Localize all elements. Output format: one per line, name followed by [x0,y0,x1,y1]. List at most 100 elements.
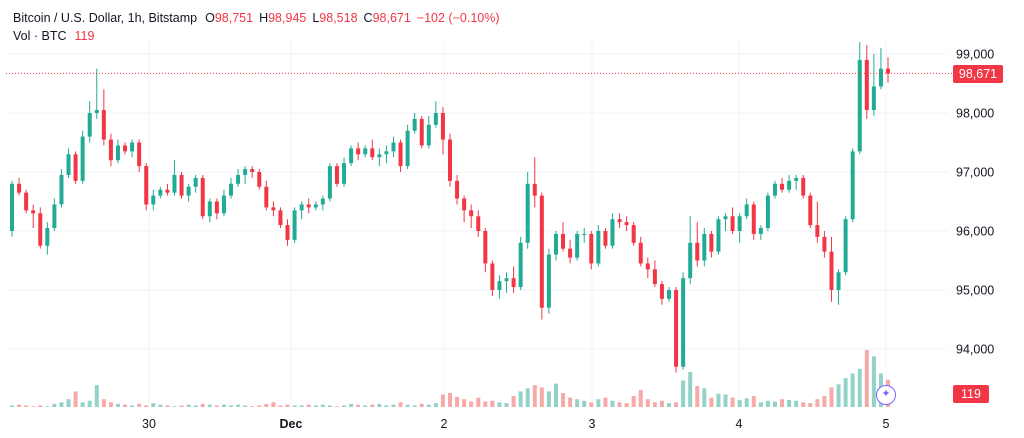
candle-body [617,219,622,223]
volume-bar [638,389,643,407]
candle-body [780,183,785,190]
candle-body [172,174,177,193]
volume-bar [575,399,580,407]
candle-body [66,154,71,175]
volume-bar [370,404,375,407]
volume-bar [652,402,657,407]
volume-bar [539,387,544,407]
candle-body [24,192,29,211]
candle-body [38,213,43,246]
candle-body [363,148,368,155]
volume-bar [24,405,29,407]
volume-bar [787,399,792,407]
candle-body [186,186,191,196]
y-tick-label: 98,000 [956,107,994,121]
candle-body [539,195,544,308]
candle-body [610,219,615,246]
candle-body [794,177,799,181]
candle-body [52,204,57,229]
sparkle-icon[interactable]: ✦ [876,385,896,405]
volume-bar [59,402,64,407]
volume-bar [334,406,339,407]
volume-legend: Vol · BTC 119 [13,28,94,44]
candle-body [455,180,460,199]
candle-body [815,225,820,237]
volume-bar [80,402,85,407]
candle-body [843,219,848,273]
candle-body [561,233,566,249]
volume-bar [490,400,495,407]
candle-body [101,110,106,140]
candle-body [398,142,403,167]
candle-body [850,151,855,220]
volume-bar [356,404,361,407]
symbol-title[interactable]: Bitcoin / U.S. Dollar, 1h, Bitstamp [13,11,198,25]
volume-bar [758,402,763,407]
volume-bar [871,356,876,407]
candle-body [497,281,502,290]
volume-bar [497,402,502,407]
volume-bar [221,404,226,407]
volume-bar [850,373,855,407]
volume-bar [794,400,799,407]
volume-bar [681,380,686,407]
candle-body [59,174,64,205]
candle-body [278,210,283,226]
volume-bar [257,405,262,407]
candle-body [631,225,636,243]
volume-bar [179,405,184,407]
volume-bar [306,404,311,407]
volume-bar [115,403,120,407]
volume-bar [780,399,785,407]
candles [10,42,890,373]
volume-label[interactable]: Vol · BTC [13,29,67,43]
candle-body [511,278,516,288]
volume-bars [10,350,890,407]
volume-bar [476,397,481,407]
volume-bar [822,396,827,407]
candle-body [582,233,587,235]
volume-bar [144,405,149,407]
volume-bar [363,405,368,407]
volume-bar [568,397,573,407]
candle-body [702,233,707,261]
volume-bar [645,399,650,407]
candle-body [476,216,481,231]
candle-body [45,228,50,246]
volume-bar [582,400,587,407]
candle-body [546,254,551,308]
volume-bar [73,391,78,407]
candle-body [151,195,156,205]
x-tick-label: 30 [142,417,156,431]
volume-bar [285,404,290,407]
volume-bar [108,402,113,407]
volume-bar [532,385,537,407]
volume-bar [511,396,516,407]
candle-body [306,204,311,208]
volume-bar [843,378,848,407]
open-label: O [205,11,215,25]
candle-body [716,219,721,252]
volume-bar [278,405,283,407]
candle-body [808,195,813,226]
candle-body [10,183,14,231]
candle-body [589,233,594,264]
candle-body [229,183,233,196]
volume-bar [440,394,445,407]
candle-body [271,207,276,211]
candle-body [878,68,883,87]
volume-bar [772,401,777,407]
volume-bar [264,403,269,407]
volume-bar [765,400,770,407]
volume-bar [667,403,671,407]
volume-bar [200,403,205,407]
candle-body [257,172,262,187]
candle-body [137,142,142,167]
candle-body [73,154,78,181]
volume-bar [469,401,474,407]
candle-body [221,195,226,214]
candle-body [638,242,643,264]
candle-body [193,177,198,187]
volume-bar [617,402,622,407]
